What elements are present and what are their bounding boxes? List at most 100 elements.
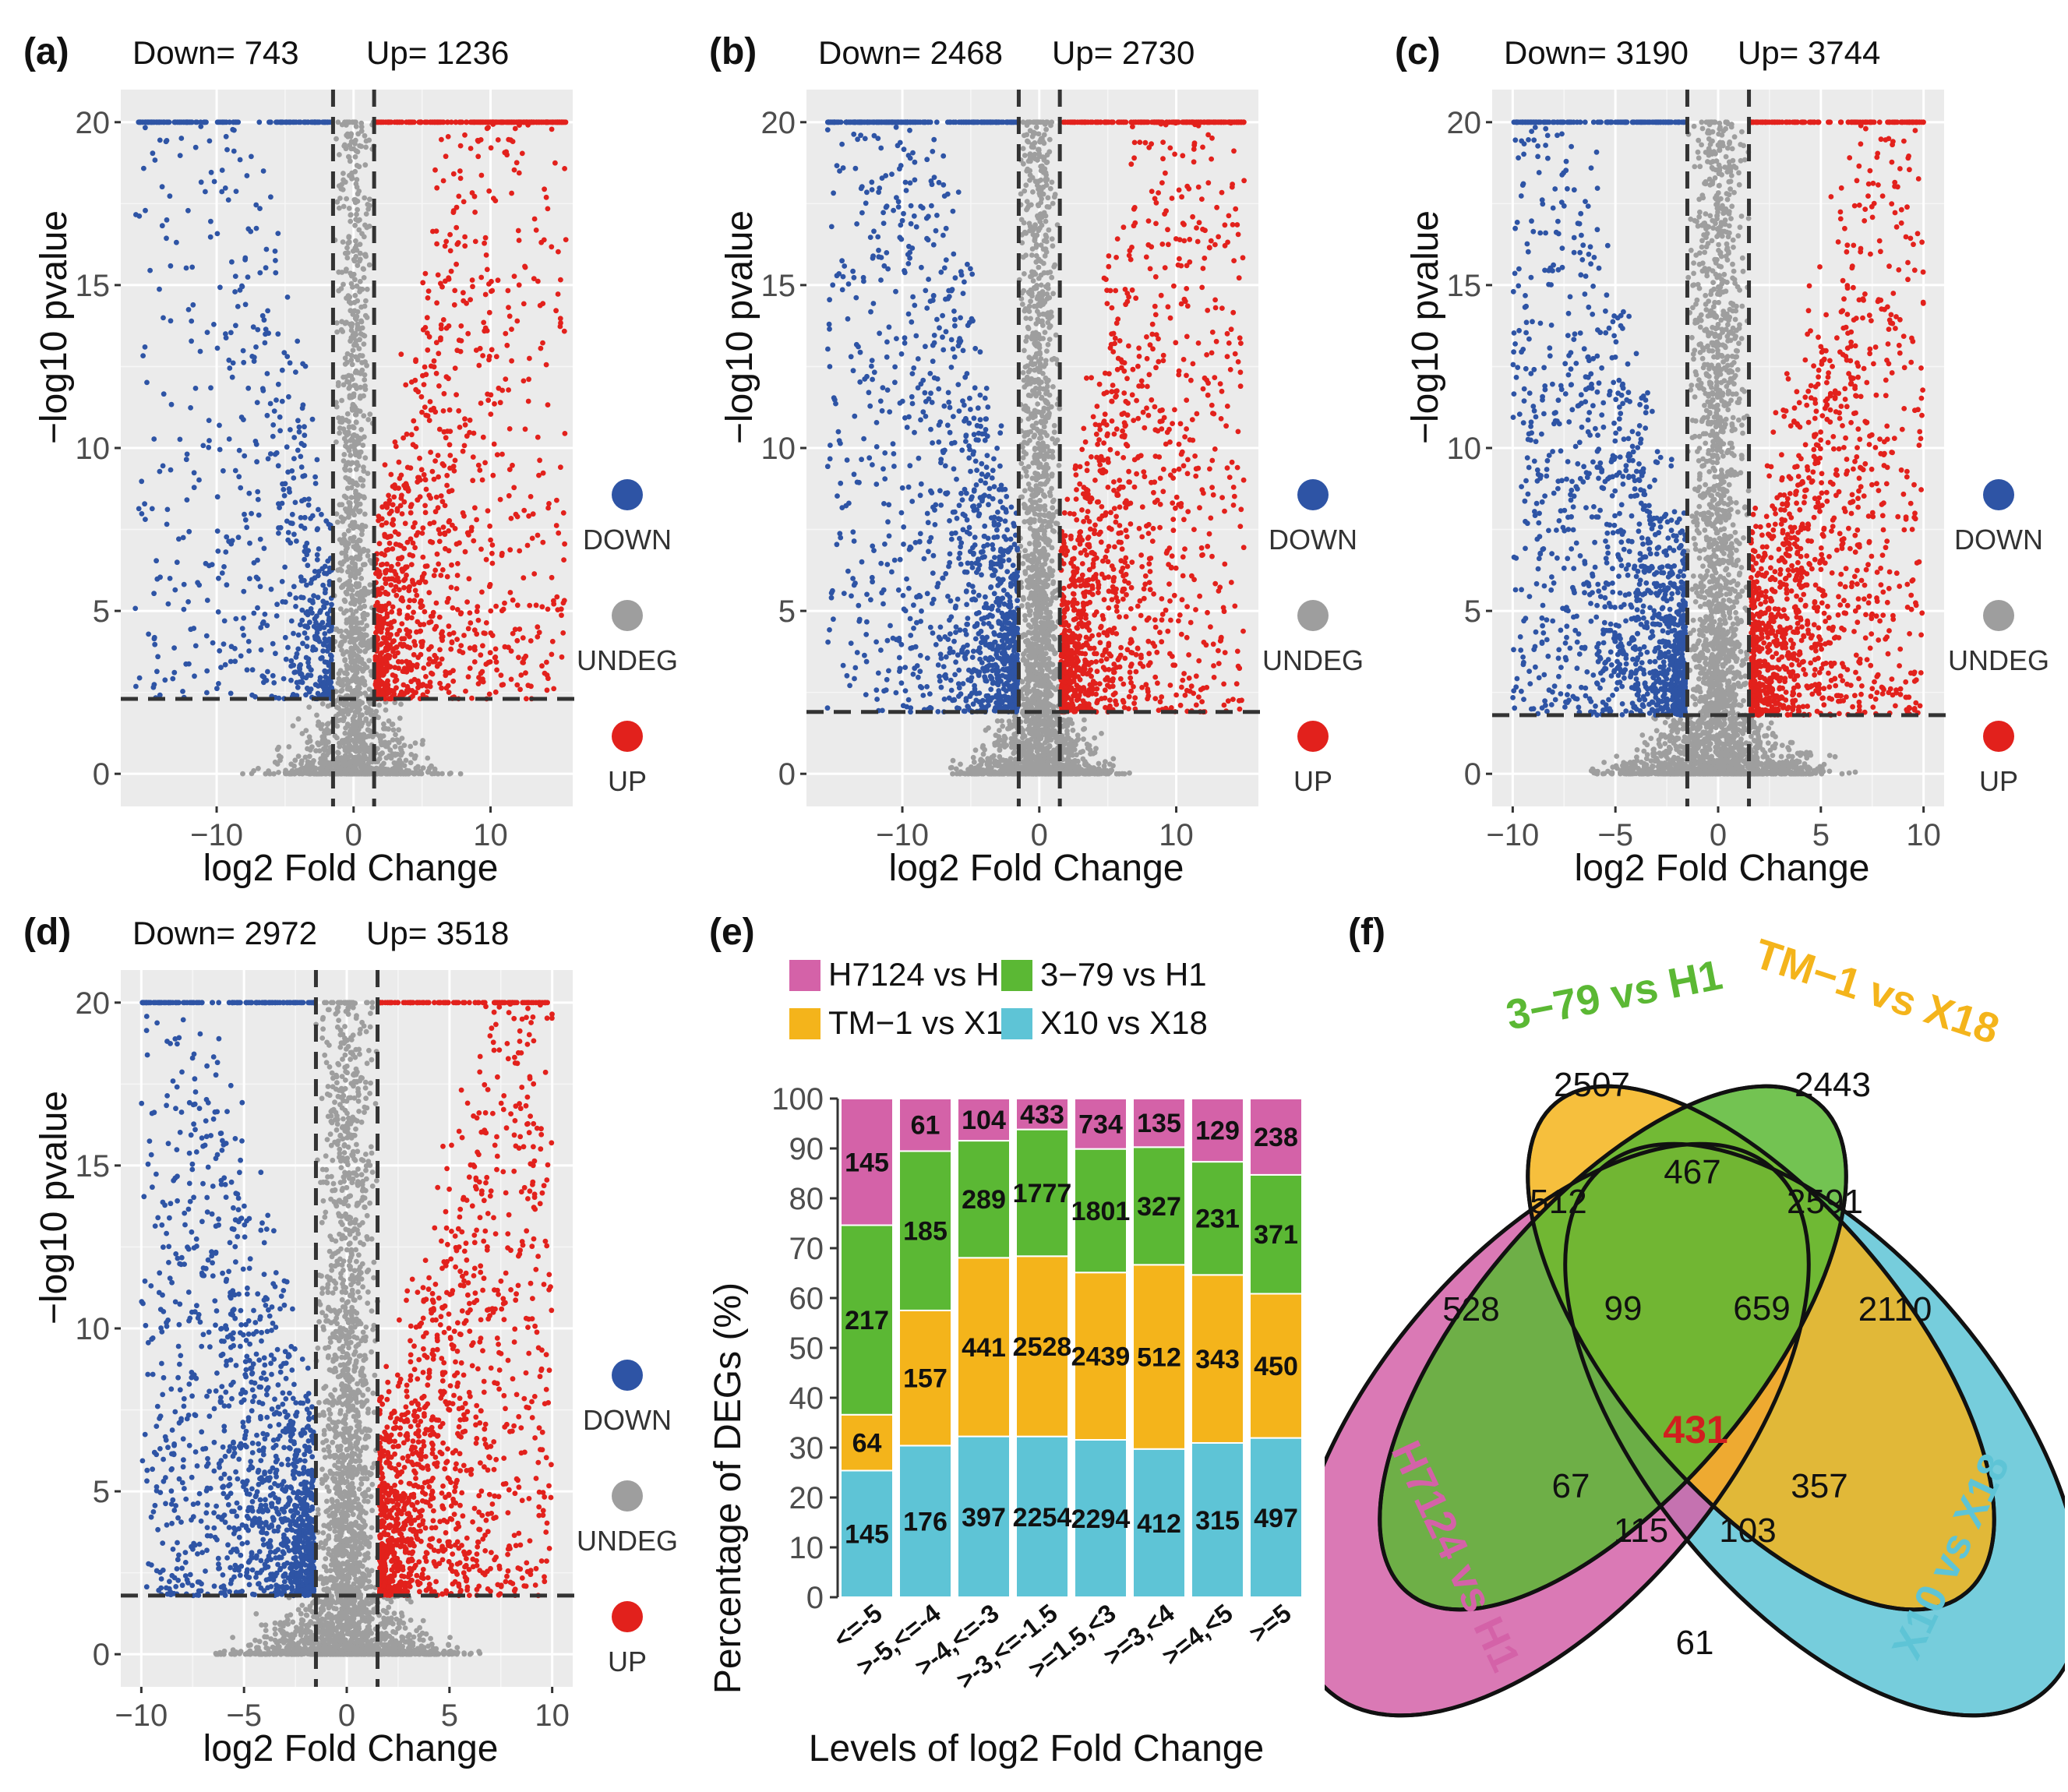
gene-point xyxy=(510,630,516,637)
gene-point xyxy=(383,520,390,526)
gene-point xyxy=(362,603,368,609)
gene-point xyxy=(335,750,341,756)
gene-point xyxy=(347,294,353,300)
gene-point xyxy=(348,583,354,589)
gene-point xyxy=(335,379,341,386)
gene-point xyxy=(392,653,398,659)
gene-point xyxy=(470,284,475,290)
gene-point xyxy=(1036,203,1042,209)
gene-point xyxy=(475,617,482,623)
gene-point xyxy=(524,696,529,702)
gene-point xyxy=(337,430,342,436)
gene-point xyxy=(354,460,359,467)
gene-point xyxy=(485,659,492,665)
gene-point xyxy=(352,277,358,283)
gene-point xyxy=(520,659,526,665)
gene-point xyxy=(209,562,215,567)
gene-point xyxy=(462,549,468,555)
gene-point xyxy=(214,686,220,692)
gene-point xyxy=(536,630,542,636)
gene-point xyxy=(394,631,400,637)
gene-point xyxy=(435,272,441,278)
gene-point xyxy=(189,318,195,324)
gene-point xyxy=(284,444,290,450)
gene-point xyxy=(351,525,356,531)
gene-point xyxy=(383,577,390,583)
gene-point xyxy=(489,550,495,556)
gene-point xyxy=(544,659,549,665)
gene-point xyxy=(204,690,210,696)
gene-point xyxy=(322,636,328,642)
gene-point xyxy=(425,347,431,353)
gene-point xyxy=(560,600,566,606)
gene-point xyxy=(368,668,374,675)
gene-point xyxy=(339,122,345,128)
gene-point xyxy=(302,432,308,439)
gene-point xyxy=(334,519,341,525)
gene-point xyxy=(344,119,350,125)
gene-point xyxy=(439,656,445,662)
gene-point xyxy=(346,425,352,430)
gene-point xyxy=(355,309,361,315)
gene-point xyxy=(475,462,482,468)
gene-point xyxy=(333,136,339,142)
gene-point xyxy=(405,665,411,672)
gene-point xyxy=(540,340,545,346)
gene-point xyxy=(293,604,298,609)
gene-point xyxy=(409,615,415,621)
gene-point xyxy=(1027,541,1032,547)
gene-point xyxy=(342,250,348,256)
gene-point xyxy=(185,599,192,605)
gene-point xyxy=(324,669,330,675)
gene-point xyxy=(427,520,433,527)
gene-point xyxy=(418,393,425,400)
gene-point xyxy=(562,166,567,171)
gene-point xyxy=(446,323,452,329)
gene-point xyxy=(362,162,369,168)
gene-point xyxy=(342,179,348,185)
gene-point xyxy=(263,771,269,777)
gene-point xyxy=(485,397,492,404)
gene-point xyxy=(275,231,281,236)
gene-point xyxy=(465,330,471,337)
gene-point xyxy=(344,556,350,563)
gene-point xyxy=(350,347,356,353)
gene-point xyxy=(1103,759,1108,765)
gene-point xyxy=(348,352,355,358)
gene-point xyxy=(346,299,352,305)
gene-point xyxy=(446,623,452,630)
gene-point xyxy=(236,474,242,480)
gene-point xyxy=(272,249,278,254)
gene-point xyxy=(516,170,522,176)
gene-point xyxy=(495,277,501,284)
gene-point xyxy=(458,643,464,648)
gene-point xyxy=(263,326,269,332)
gene-point xyxy=(352,543,358,549)
gene-point xyxy=(304,540,310,546)
gene-point xyxy=(164,217,170,223)
gene-point xyxy=(429,468,436,474)
gene-point xyxy=(1046,316,1052,321)
gene-point xyxy=(525,683,531,689)
gene-point xyxy=(277,414,283,420)
gene-point xyxy=(376,626,383,632)
gene-point xyxy=(226,357,232,363)
gene-point xyxy=(383,567,390,573)
gene-point xyxy=(339,397,344,404)
gene-point xyxy=(295,447,301,453)
gene-point xyxy=(358,631,365,637)
gene-point xyxy=(171,669,178,676)
gene-point xyxy=(1052,192,1058,197)
gene-point xyxy=(206,138,213,144)
gene-point xyxy=(493,603,499,609)
gene-point xyxy=(341,382,347,388)
gene-point xyxy=(225,197,231,203)
gene-point xyxy=(438,337,443,343)
gene-point xyxy=(294,679,300,686)
gene-point xyxy=(253,344,259,350)
gene-point xyxy=(535,634,541,640)
gene-point xyxy=(302,770,309,776)
gene-point xyxy=(361,546,367,552)
gene-point xyxy=(282,564,288,570)
gene-point xyxy=(411,524,416,530)
